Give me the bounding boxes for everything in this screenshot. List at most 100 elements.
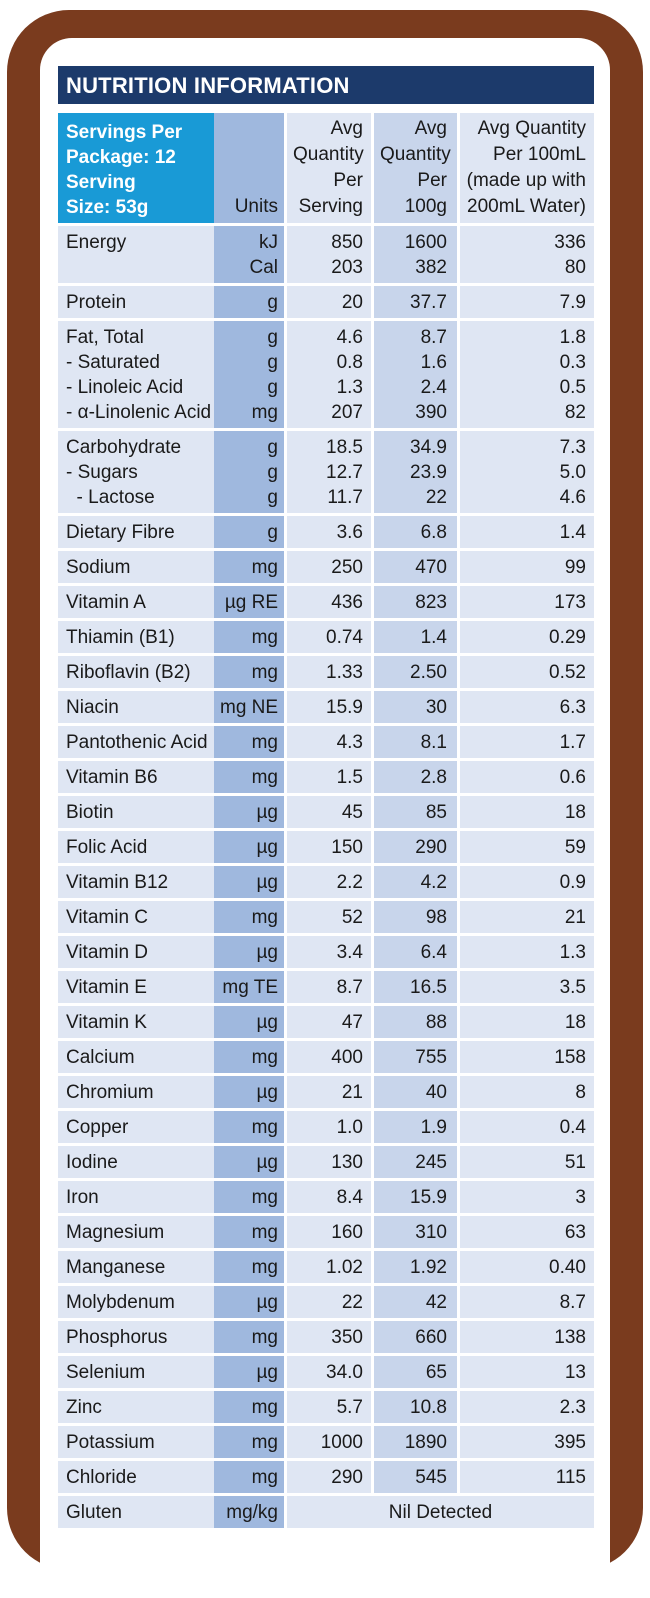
header-row: Servings Per Package: 12 Serving Size: 5… — [58, 113, 594, 223]
per-100g-value-cell: 15.9 — [371, 1181, 457, 1213]
unit-value: mg — [251, 402, 278, 423]
per-100ml-value: 336 — [554, 232, 586, 253]
per-100g-value: 40 — [425, 1082, 447, 1103]
nutrient-name-cell: Vitamin B12 — [58, 866, 214, 898]
per-100ml-value-cell: 2.3 — [457, 1391, 594, 1423]
per-100ml-value: 51 — [564, 1152, 586, 1173]
per-100g-value-cell: 823 — [371, 586, 457, 618]
per-100g-value: 310 — [415, 1222, 447, 1243]
per-100ml-value: 1.3 — [559, 942, 586, 963]
per-100ml-value-cell: 1.8 0.3 0.5 82 — [457, 321, 594, 428]
nutrient-row: Vitamin B6 mg 1.5 2.8 0.6 — [58, 761, 594, 793]
nutrient-name: Iron — [66, 1187, 99, 1208]
unit-value: mg TE — [222, 977, 278, 998]
unit-value-cell: µg — [214, 936, 284, 968]
per-100g-value: 755 — [415, 1047, 447, 1068]
unit-value: mg — [251, 1117, 278, 1138]
unit-value: mg — [251, 907, 278, 928]
nutrient-name: Energy — [66, 232, 127, 253]
per-serving-value: 34.0 — [326, 1362, 363, 1383]
nutrient-row: Biotin µg 45 85 18 — [58, 796, 594, 828]
gluten-value: Nil Detected — [284, 1496, 594, 1528]
unit-value: mg — [251, 767, 278, 788]
unit-value-cell: µg — [214, 1006, 284, 1038]
per-serving-value-cell: 20 — [284, 286, 371, 318]
serving-size-line1: Serving — [66, 172, 136, 193]
nutrient-name-cell: Fat, Total - Saturated - Linoleic Acid - α-… — [58, 321, 214, 428]
per-100ml-value-cell: 21 — [457, 901, 594, 933]
per-serving-value: 22 — [341, 1292, 363, 1313]
nutrient-name: Carbohydrate — [66, 437, 182, 458]
unit-value: g — [267, 327, 278, 348]
nutrient-name: Vitamin C — [66, 907, 149, 928]
per-serving-value: 12.7 — [326, 462, 363, 483]
unit-value-cell: µg — [214, 796, 284, 828]
nutrient-name: Copper — [66, 1117, 129, 1138]
unit-value: µg — [256, 837, 278, 858]
unit-value: µg — [256, 802, 278, 823]
units-header: Units — [214, 113, 284, 223]
per-100ml-value-cell: 0.4 — [457, 1111, 594, 1143]
per-100g-value-cell: 30 — [371, 691, 457, 723]
per-100g-value: 390 — [415, 402, 447, 423]
unit-value: mg — [251, 1222, 278, 1243]
unit-value: mg — [251, 1397, 278, 1418]
per-100g-value: 15.9 — [410, 1187, 447, 1208]
per-100ml-value: 0.6 — [559, 767, 586, 788]
per-100ml-value: 5.0 — [559, 462, 586, 483]
per-100g-value-cell: 6.8 — [371, 516, 457, 548]
nutrient-row: Chloride mg 290 545 115 — [58, 1461, 594, 1493]
per-100ml-value: 59 — [564, 837, 586, 858]
unit-value: mg — [251, 627, 278, 648]
per-100g-value-cell: 88 — [371, 1006, 457, 1038]
per-100g-value-cell: 1.4 — [371, 621, 457, 653]
per-serving-value-cell: 52 — [284, 901, 371, 933]
servings-per-package-line2: Package: 12 — [66, 147, 176, 168]
serving-size-line2: Size: 53g — [66, 197, 149, 218]
per-100ml-header-line: 200mL Water) — [467, 196, 586, 217]
unit-value: g — [267, 487, 278, 508]
unit-value: g — [267, 292, 278, 313]
unit-value: mg — [251, 1467, 278, 1488]
unit-value-cell: g — [214, 286, 284, 318]
per-serving-value: 150 — [331, 837, 363, 858]
unit-value: µg — [256, 1012, 278, 1033]
per-100ml-value: 18 — [564, 802, 586, 823]
per-100ml-value-cell: 6.3 — [457, 691, 594, 723]
per-100g-value: 88 — [425, 1012, 447, 1033]
per-100g-value: 37.7 — [410, 292, 447, 313]
unit-value: g — [267, 437, 278, 458]
per-100ml-value: 3.5 — [559, 977, 586, 998]
nutrient-name: - Linoleic Acid — [66, 377, 184, 398]
per-serving-value-cell: 436 — [284, 586, 371, 618]
per-100ml-value-cell: 158 — [457, 1041, 594, 1073]
unit-value-cell: kJ Cal — [214, 226, 284, 283]
nutrient-name-cell: Vitamin A — [58, 586, 214, 618]
unit-value: g — [267, 462, 278, 483]
unit-value-cell: mg — [214, 726, 284, 758]
per-100g-value-cell: 245 — [371, 1146, 457, 1178]
per-100ml-value-cell: 0.52 — [457, 656, 594, 688]
per-100g-value: 245 — [415, 1152, 447, 1173]
per-100g-value: 30 — [425, 697, 447, 718]
unit-value-cell: µg — [214, 1146, 284, 1178]
unit-value-cell: mg — [214, 1041, 284, 1073]
nutrient-name-cell: Magnesium — [58, 1216, 214, 1248]
nutrient-row: Folic Acid µg 150 290 59 — [58, 831, 594, 863]
per-serving-value-cell: 0.74 — [284, 621, 371, 653]
per-serving-value: 47 — [341, 1012, 363, 1033]
per-100g-value: 98 — [425, 907, 447, 928]
per-serving-value-cell: 4.6 0.8 1.3 207 — [284, 321, 371, 428]
nutrition-panel: NUTRITION INFORMATION Servings Per Packa… — [58, 66, 594, 1528]
nutrient-name: Fat, Total — [66, 327, 144, 348]
unit-value-cell: mg — [214, 1321, 284, 1353]
per-serving-value: 5.7 — [336, 1397, 363, 1418]
per-100ml-value-cell: 7.3 5.0 4.6 — [457, 431, 594, 513]
nutrient-name: Vitamin E — [66, 977, 147, 998]
per-100ml-value-cell: 0.29 — [457, 621, 594, 653]
nutrient-row: Iron mg 8.4 15.9 3 — [58, 1181, 594, 1213]
per-100g-value-cell: 1.9 — [371, 1111, 457, 1143]
nutrient-name-cell: Molybdenum — [58, 1286, 214, 1318]
nutrient-name: Potassium — [66, 1432, 155, 1453]
nutrient-row: Energy kJ Cal 850 203 1600 382 336 80 — [58, 226, 594, 283]
